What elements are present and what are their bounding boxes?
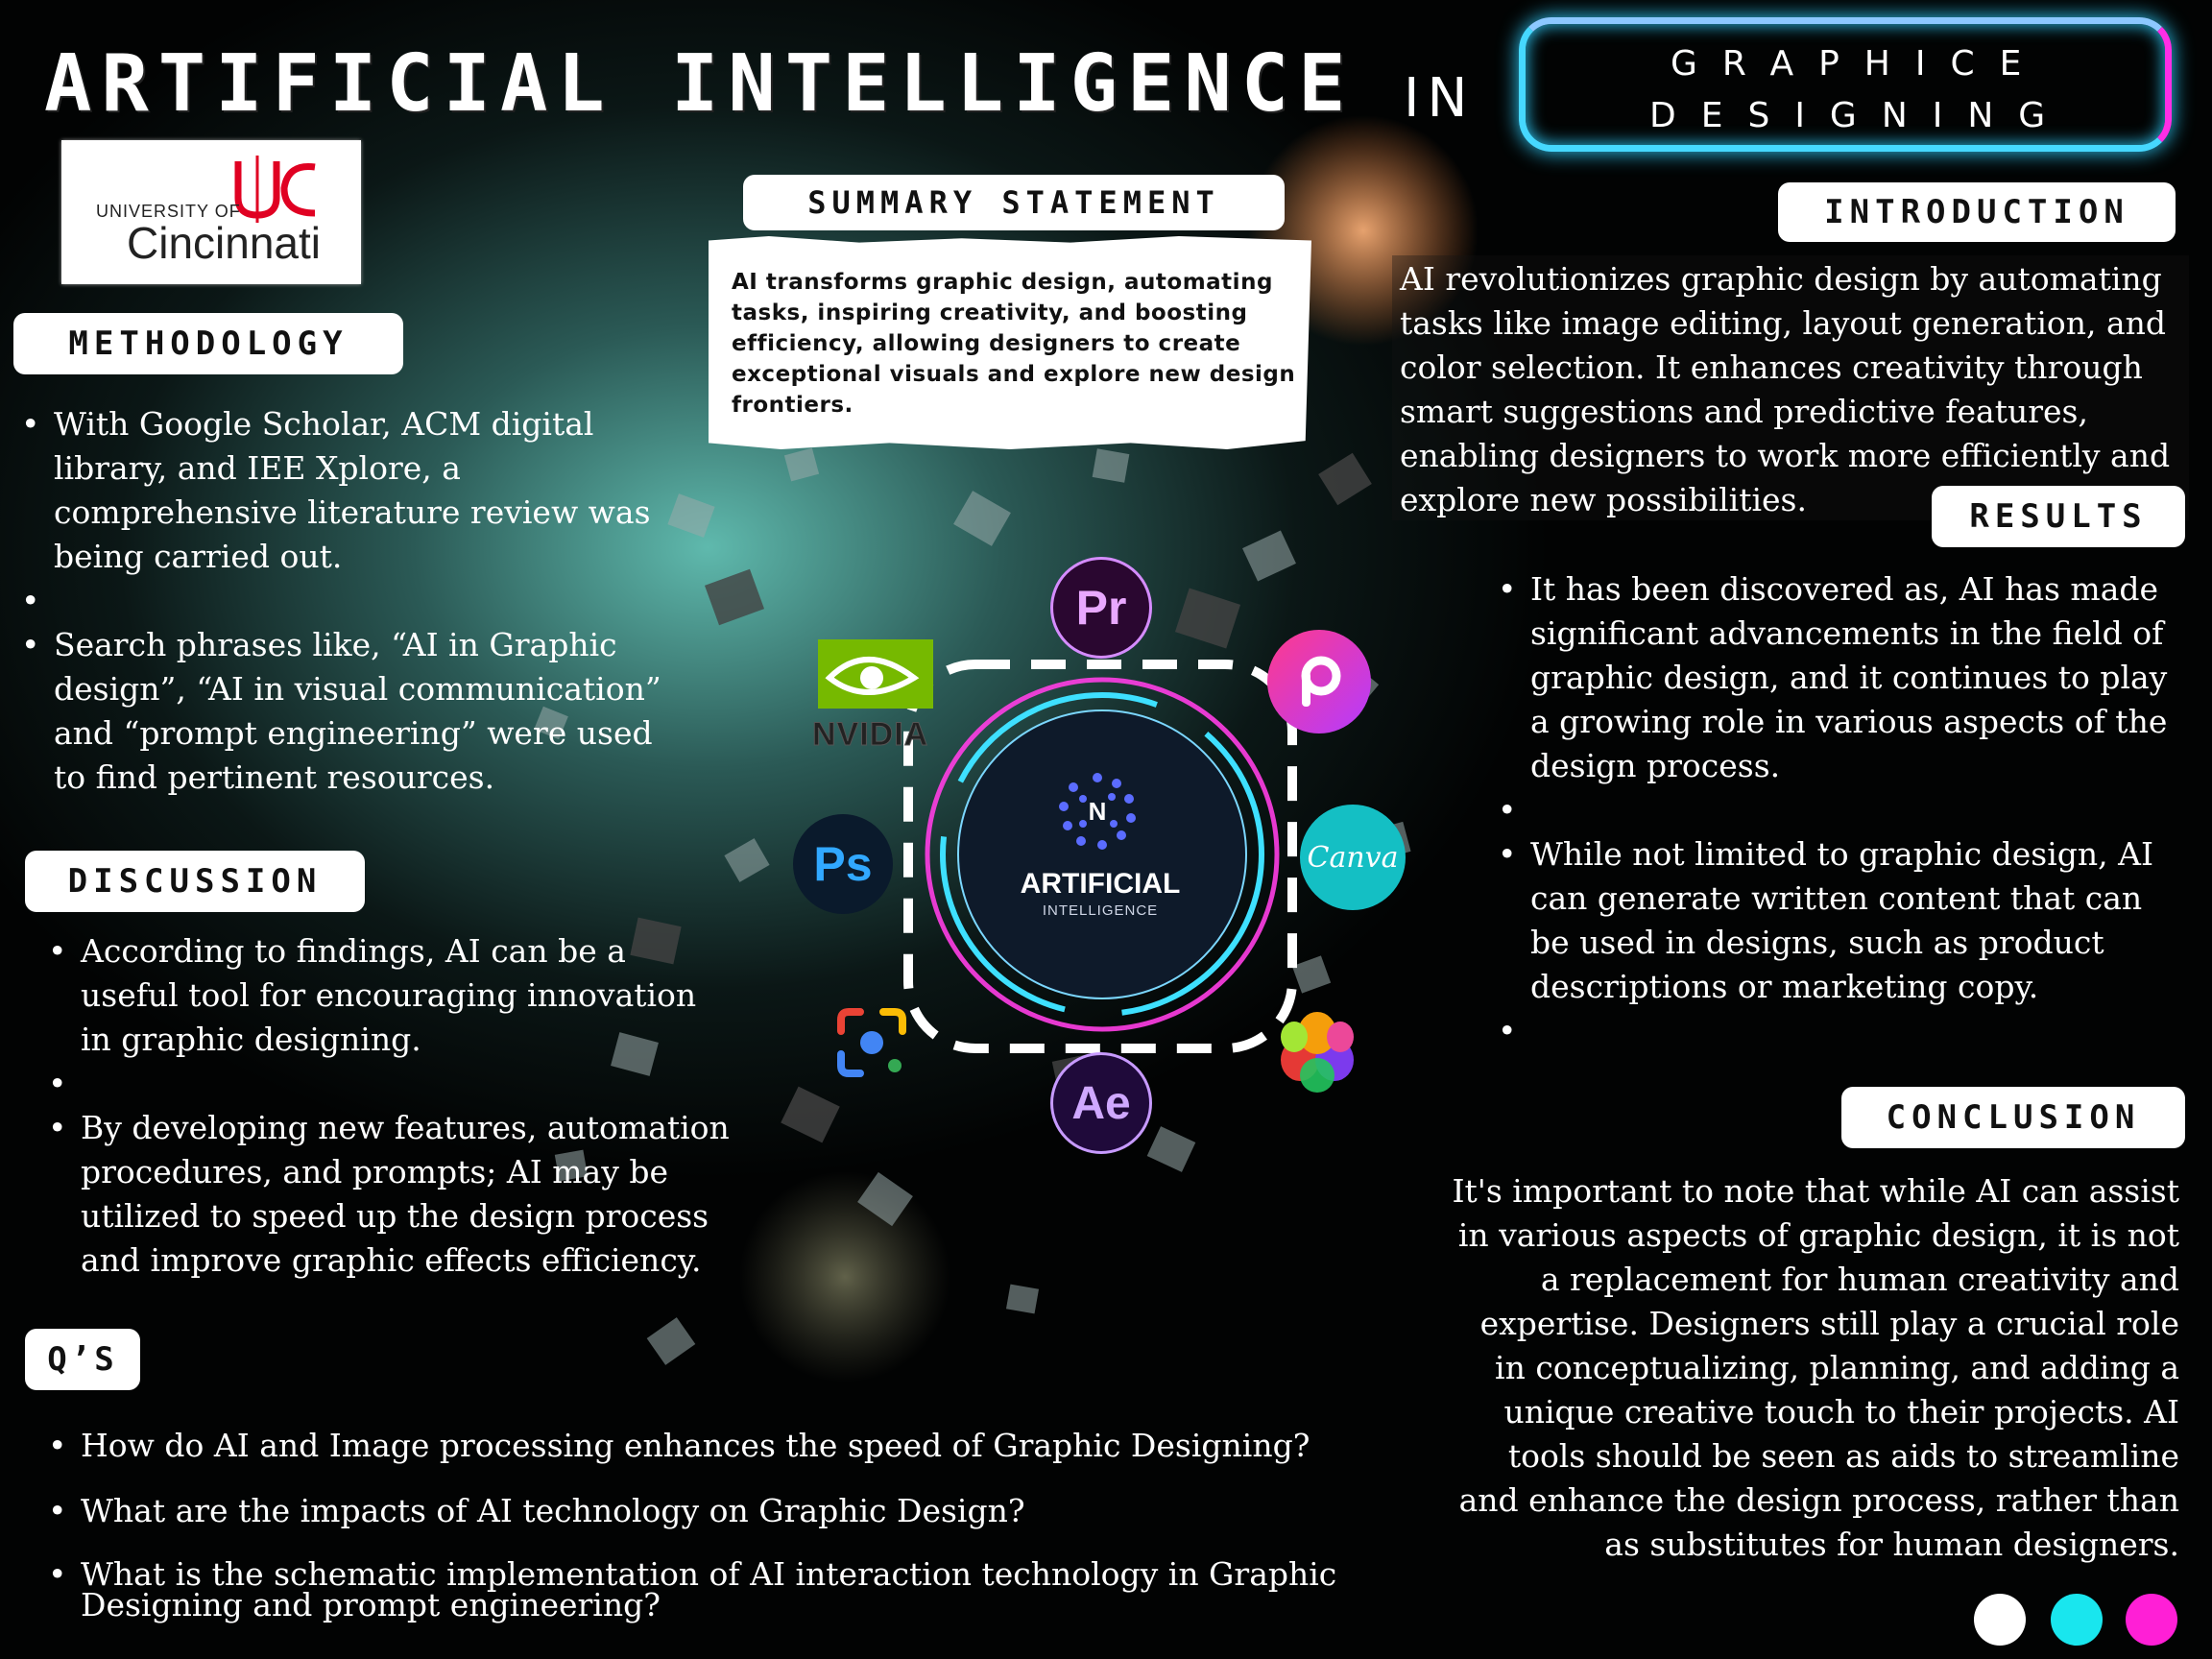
discussion-item: According to findings, AI can be a usefu…	[48, 929, 730, 1062]
discussion-item	[48, 1062, 730, 1106]
questions-list: How do AI and Image processing enhances …	[48, 1429, 1392, 1622]
photoshop-label: Ps	[813, 837, 873, 891]
conclusion-text: It's important to note that while AI can…	[1452, 1172, 2180, 1563]
picsart-glyph-icon	[1301, 656, 1341, 707]
canva-icon: Canva	[1300, 805, 1406, 910]
canva-label: Canva	[1307, 840, 1399, 875]
center-label-intelligence: INTELLIGENCE	[1042, 902, 1159, 919]
introduction-text: AI revolutionizes graphic design by auto…	[1392, 255, 2189, 520]
discussion-item: By developing new features, automation p…	[48, 1106, 730, 1283]
nvidia-logo-icon	[818, 639, 933, 709]
google-lens-icon	[837, 1008, 906, 1077]
logo-cincinnati: Cincinnati	[127, 218, 321, 268]
university-logo: UNIVERSITY OF Cincinnati	[61, 140, 361, 284]
results-heading: RESULTS	[1932, 486, 2185, 547]
methodology-heading: METHODOLOGY	[13, 313, 403, 374]
neon-title-frame	[1519, 17, 2172, 152]
uc-monogram-icon	[234, 156, 316, 223]
picsart-icon	[1267, 630, 1371, 733]
neon-title-line2: DESIGNING	[1649, 96, 2071, 135]
conclusion-heading: CONCLUSION	[1841, 1087, 2185, 1148]
question-item: What are the impacts of AI technology on…	[48, 1494, 1392, 1529]
decor-dot-magenta	[2126, 1594, 2177, 1646]
logo-university-of: UNIVERSITY OF	[96, 202, 241, 221]
davinci-resolve-icon	[1281, 1012, 1354, 1093]
summary-card	[709, 236, 1311, 449]
discussion-list: According to findings, AI can be a usefu…	[48, 929, 730, 1283]
summary-text: AI transforms graphic design, automating…	[732, 270, 1296, 418]
question-item: What is the schematic implementation of …	[48, 1558, 1392, 1621]
neural-network-icon	[1059, 773, 1136, 850]
decor-dot-white	[1974, 1594, 2026, 1646]
center-label-artificial: ARTIFICIAL	[1020, 868, 1181, 900]
photoshop-icon: Ps	[793, 814, 893, 914]
methodology-list: With Google Scholar, ACM digital library…	[21, 402, 684, 800]
after-effects-label: Ae	[1071, 1077, 1131, 1129]
methodology-item: Search phrases like, “AI in Graphic desi…	[21, 623, 684, 800]
methodology-item: With Google Scholar, ACM digital library…	[21, 402, 684, 579]
neural-badge-letter: N	[1088, 797, 1107, 826]
results-item	[1498, 788, 2189, 832]
introduction-heading: INTRODUCTION	[1778, 182, 2176, 242]
title-connector: IN	[1404, 67, 1476, 130]
summary-heading: SUMMARY STATEMENT	[743, 175, 1285, 230]
results-item: It has been discovered as, AI has made s…	[1498, 567, 2189, 788]
neon-title-line1: GRAPHICE	[1671, 44, 2047, 84]
decor-dot-cyan	[2051, 1594, 2103, 1646]
question-item: How do AI and Image processing enhances …	[48, 1429, 1392, 1464]
questions-heading: Q’S	[25, 1329, 140, 1390]
results-item	[1498, 1009, 2189, 1053]
discussion-heading: DISCUSSION	[25, 851, 365, 912]
nvidia-wordmark: NVIDIA	[812, 716, 929, 754]
ai-hub-graphic	[903, 660, 1297, 1053]
methodology-item	[21, 579, 684, 623]
nvidia-eye-icon	[825, 657, 920, 695]
page-title: ARTIFICIAL INTELLIGENCE	[44, 38, 1356, 130]
premiere-pro-label: Pr	[1075, 581, 1127, 635]
results-list: It has been discovered as, AI has made s…	[1498, 567, 2189, 1053]
after-effects-icon: Ae	[1050, 1052, 1152, 1154]
results-item: While not limited to graphic design, AI …	[1498, 832, 2189, 1009]
premiere-pro-icon: Pr	[1050, 557, 1152, 659]
